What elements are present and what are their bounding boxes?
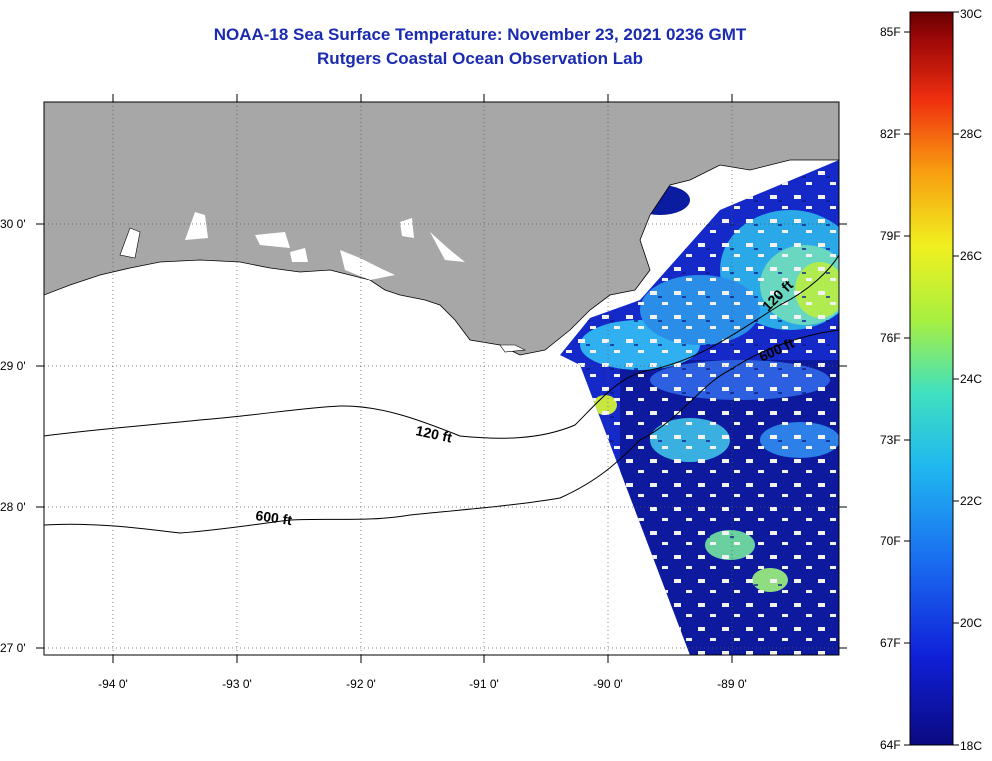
inland-lake-4 xyxy=(290,248,308,262)
lon-label: -90 0' xyxy=(593,677,623,691)
colorbar-c-label: 22C xyxy=(960,494,982,508)
colorbar-c-label: 24C xyxy=(960,372,982,386)
lat-label: 27 0' xyxy=(0,641,26,655)
inland-lake-7 xyxy=(340,250,395,280)
contour-600ft xyxy=(44,329,839,534)
lon-label: -93 0' xyxy=(222,677,252,691)
lat-label: 28 0' xyxy=(0,500,26,514)
inland-lake-1 xyxy=(119,227,141,259)
map-subtitle: Rutgers Coastal Ocean Observation Lab xyxy=(317,49,643,68)
colorbar-f-label: 82F xyxy=(880,127,901,141)
map-border xyxy=(43,101,840,656)
colorbar-c-label: 18C xyxy=(960,739,982,753)
colorbar-f-label: 67F xyxy=(880,636,901,650)
inland-lake-6 xyxy=(430,232,465,262)
inland-lake-3 xyxy=(255,232,290,248)
inland-lake-5 xyxy=(400,218,414,238)
colorbar-f-label: 79F xyxy=(880,229,901,243)
lat-label: 30 0' xyxy=(0,217,26,231)
colorbar-c-label: 28C xyxy=(960,127,982,141)
colorbar-f-label: 85F xyxy=(880,25,901,39)
colorbar-c-label: 26C xyxy=(960,249,982,263)
contour-120ft xyxy=(44,254,839,439)
lat-label: 29 0' xyxy=(0,359,26,373)
inland-lake-2 xyxy=(185,212,208,240)
lon-label: -94 0' xyxy=(98,677,128,691)
colorbar-ticks xyxy=(904,11,959,746)
inland-lake-8 xyxy=(499,344,527,353)
colorbar-f-label: 76F xyxy=(880,331,901,345)
contour-label-120ft-west: 120 ft xyxy=(414,422,453,445)
colorbar-c-label: 20C xyxy=(960,616,982,630)
colorbar-f-label: 73F xyxy=(880,433,901,447)
lon-label: -91 0' xyxy=(469,677,499,691)
colorbar-f-label: 70F xyxy=(880,534,901,548)
contour-label-600ft-west: 600 ft xyxy=(255,507,294,528)
lon-label: -89 0' xyxy=(717,677,747,691)
colorbar-f-label: 64F xyxy=(880,738,901,752)
colorbar xyxy=(909,11,954,746)
map-title: NOAA-18 Sea Surface Temperature: Novembe… xyxy=(213,25,747,44)
lon-label: -92 0' xyxy=(346,677,376,691)
land-mass xyxy=(44,102,839,356)
colorbar-c-label: 30C xyxy=(960,7,982,21)
tick-marks xyxy=(36,94,847,663)
graticule xyxy=(44,102,839,655)
